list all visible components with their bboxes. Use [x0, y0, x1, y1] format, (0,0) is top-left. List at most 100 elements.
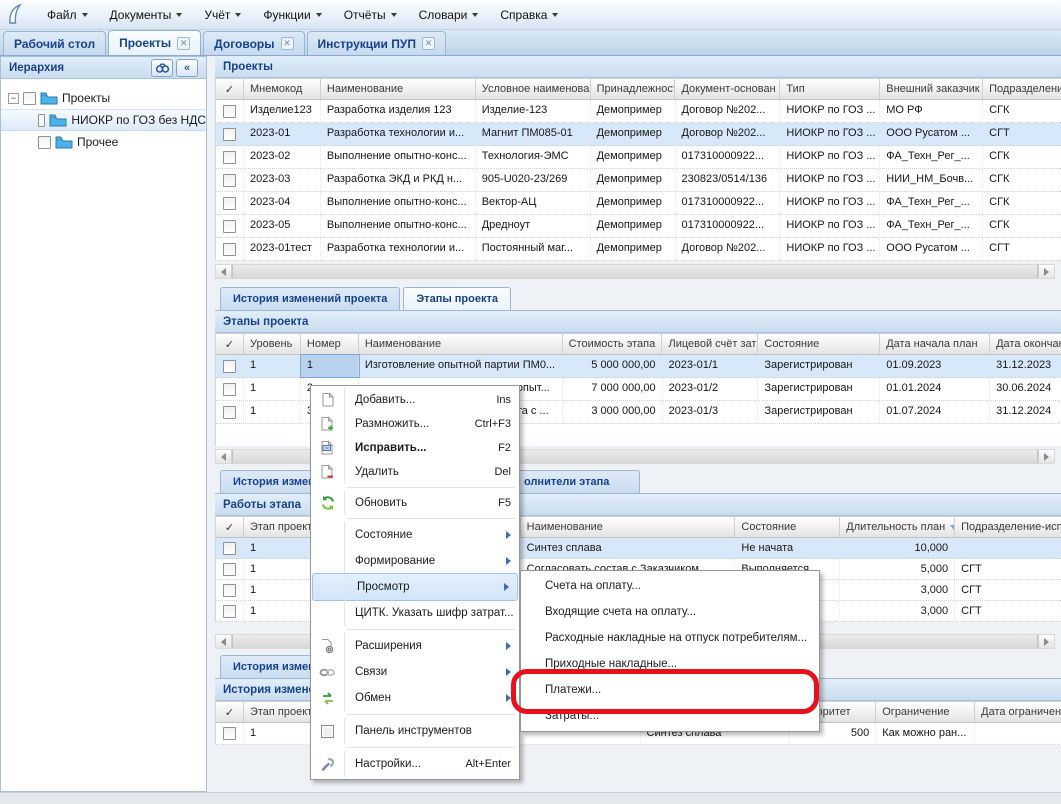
- menubar-item-1[interactable]: Документы: [99, 4, 194, 26]
- projects-cell[interactable]: НИОКР по ГОЗ ...: [780, 169, 881, 191]
- projects-cell[interactable]: Договор №202...: [676, 100, 781, 122]
- tree-checkbox[interactable]: [38, 113, 46, 127]
- projects-cell[interactable]: Демопример: [591, 169, 676, 191]
- projects-header-0[interactable]: ✓: [216, 79, 244, 99]
- works-cell[interactable]: [359, 538, 521, 558]
- tree-item-projects[interactable]: − Проекты: [1, 87, 206, 109]
- projects-cell[interactable]: Разработка технологии и...: [321, 238, 476, 260]
- projects-header-4[interactable]: Принадлежность: [591, 79, 676, 99]
- window-tab-3[interactable]: Инструкции ПУП ✕: [306, 31, 446, 55]
- row-checkbox[interactable]: [222, 583, 236, 597]
- projects-cell[interactable]: ООО Русатом ...: [880, 123, 984, 145]
- projects-cell[interactable]: Магнит ПМ085-01: [476, 123, 591, 145]
- projects-cell[interactable]: НИОКР по ГОЗ ...: [780, 238, 881, 260]
- projects-cell[interactable]: 017310000922...: [676, 192, 781, 214]
- panel-splitter[interactable]: [207, 56, 215, 792]
- projects-cell[interactable]: СГК: [983, 169, 1061, 191]
- projects-cell[interactable]: Разработка изделия 123: [321, 100, 476, 122]
- projects-cell[interactable]: СГК: [983, 100, 1061, 122]
- projects-cell[interactable]: Постоянный маг...: [476, 238, 591, 260]
- projects-cell[interactable]: Демопример: [591, 238, 676, 260]
- menubar-item-0[interactable]: Файл: [36, 4, 99, 26]
- window-tab-1[interactable]: Проекты ✕: [108, 30, 202, 55]
- projects-cell[interactable]: МО РФ: [880, 100, 984, 122]
- projects-cell[interactable]: Демопример: [591, 100, 676, 122]
- stages-cell[interactable]: 1: [299, 354, 360, 378]
- stages-cell[interactable]: Зарегистрирован: [758, 401, 881, 423]
- works-cell[interactable]: [216, 580, 244, 600]
- projects-cell[interactable]: [216, 123, 244, 145]
- history-cell[interactable]: Как можно ран...: [876, 723, 976, 744]
- history-header-7[interactable]: Дата ограничения: [975, 702, 1061, 722]
- history-cell[interactable]: 500: [790, 723, 877, 744]
- projects-cell[interactable]: Демопример: [591, 192, 676, 214]
- stages-header-2[interactable]: Номер: [301, 334, 359, 354]
- stages-cell[interactable]: 7 000 000,00: [563, 378, 663, 400]
- projects-cell[interactable]: 017310000922...: [676, 215, 781, 237]
- stages-header-1[interactable]: Уровень: [244, 334, 301, 354]
- projects-header-1[interactable]: Мнемокод: [244, 79, 321, 99]
- scroll-right-icon[interactable]: [1038, 265, 1054, 278]
- projects-cell[interactable]: ФА_Техн_Рег_...: [880, 146, 984, 168]
- works-cell[interactable]: [216, 559, 244, 579]
- tab-project-stages[interactable]: Этапы проекта: [403, 287, 511, 310]
- collapse-panel-icon[interactable]: «: [176, 58, 198, 77]
- projects-cell[interactable]: СГТ: [983, 123, 1061, 145]
- works-cell[interactable]: СГТ: [955, 559, 1061, 579]
- projects-cell[interactable]: Демопример: [591, 146, 676, 168]
- projects-cell[interactable]: НИОКР по ГОЗ ...: [780, 123, 881, 145]
- stages-header-8[interactable]: Дата окончан: [990, 334, 1061, 354]
- row-checkbox[interactable]: [222, 242, 236, 256]
- tree-checkbox[interactable]: [23, 91, 36, 105]
- projects-row-2[interactable]: 2023-02 Выполнение опытно-конс... Технолог…: [216, 146, 1061, 169]
- stages-cell[interactable]: 01.09.2023: [880, 355, 991, 377]
- projects-cell[interactable]: ФА_Техн_Рег_...: [880, 192, 984, 214]
- history-header-6[interactable]: Ограничение: [876, 702, 976, 722]
- stages-cell[interactable]: [216, 355, 244, 377]
- tab-stage-executors[interactable]: олнители этапа: [515, 470, 640, 493]
- row-checkbox[interactable]: [222, 727, 236, 740]
- projects-cell[interactable]: СГК: [983, 215, 1061, 237]
- projects-header-7[interactable]: Внешний заказчик: [880, 79, 984, 99]
- scroll-left-icon[interactable]: [216, 265, 232, 278]
- stages-header-5[interactable]: Лицевой счёт затрат.: [662, 334, 759, 354]
- submenu-item-4[interactable]: Платежи...: [521, 677, 819, 703]
- row-checkbox[interactable]: [222, 127, 236, 141]
- tab-close-icon[interactable]: ✕: [421, 37, 435, 50]
- context-menu-item-0[interactable]: Добавить... Ins: [311, 388, 519, 412]
- projects-cell[interactable]: [216, 215, 244, 237]
- stages-header-4[interactable]: Стоимость этапа: [563, 334, 663, 354]
- projects-cell[interactable]: 2023-05: [244, 215, 321, 237]
- projects-cell[interactable]: Демопример: [591, 123, 676, 145]
- works-cell[interactable]: [735, 601, 841, 621]
- row-checkbox[interactable]: [222, 196, 236, 210]
- context-menu-item-1[interactable]: Размножить... Ctrl+F3: [311, 412, 519, 436]
- projects-cell[interactable]: Технология-ЭМС: [476, 146, 591, 168]
- works-cell[interactable]: Не начата: [735, 538, 841, 558]
- projects-row-5[interactable]: 2023-05 Выполнение опытно-конс... Дредноут…: [216, 215, 1061, 238]
- stages-cell[interactable]: Изготовление опытной партии ПМ0...: [359, 355, 563, 377]
- projects-cell[interactable]: 2023-01: [244, 123, 321, 145]
- projects-cell[interactable]: [216, 238, 244, 260]
- stages-cell[interactable]: Зарегистрирован: [758, 355, 881, 377]
- projects-cell[interactable]: Выполнение опытно-конс...: [321, 146, 476, 168]
- tree-item-other[interactable]: Прочее: [1, 131, 206, 153]
- menubar-item-2[interactable]: Учёт: [193, 4, 252, 26]
- submenu-item-1[interactable]: Входящие счета на оплату...: [521, 599, 819, 625]
- tree-item-niokr[interactable]: НИОКР по ГОЗ без НДС: [1, 109, 206, 131]
- projects-cell[interactable]: ООО Русатом ...: [880, 238, 984, 260]
- menubar-item-5[interactable]: Словари: [408, 4, 490, 26]
- projects-cell[interactable]: Изделие123: [244, 100, 321, 122]
- works-cell[interactable]: 10,000: [840, 538, 956, 558]
- stages-cell[interactable]: 01.01.2024: [880, 378, 991, 400]
- history-cell[interactable]: [216, 723, 244, 744]
- context-menu-item-8[interactable]: Формирование: [311, 548, 519, 574]
- tree-checkbox[interactable]: [38, 135, 51, 149]
- row-checkbox[interactable]: [222, 382, 236, 396]
- scroll-right-icon[interactable]: [1038, 450, 1054, 463]
- search-icon[interactable]: [151, 58, 173, 77]
- projects-cell[interactable]: Вектор-АЦ: [476, 192, 591, 214]
- tree-expander-icon[interactable]: −: [8, 92, 19, 104]
- projects-hscrollbar[interactable]: [215, 264, 1055, 279]
- projects-cell[interactable]: НИИ_НМ_Бочв...: [880, 169, 984, 191]
